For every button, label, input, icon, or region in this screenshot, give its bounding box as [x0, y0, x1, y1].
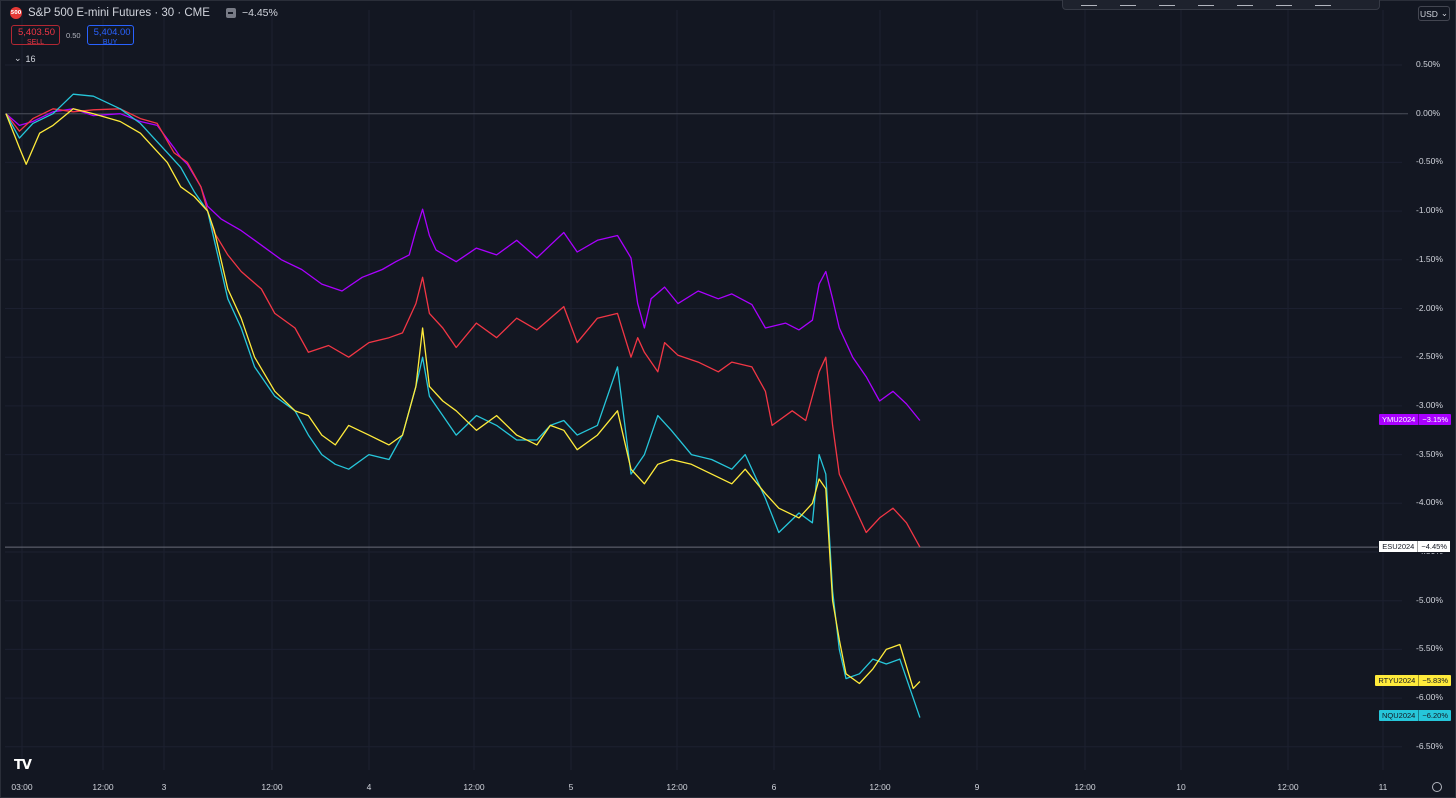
y-tick-label: -2.50%	[1416, 351, 1443, 362]
series-line-NQU2024[interactable]	[5, 93, 921, 718]
currency-label: USD	[1419, 8, 1438, 19]
y-tick-label: 0.00%	[1416, 107, 1441, 118]
series-tag-name: RTYU2024	[1378, 676, 1416, 685]
y-tick-label: -4.00%	[1416, 497, 1443, 508]
series-tag-ESU2024[interactable]: ESU2024 −4.45%	[1378, 540, 1451, 553]
x-tick-label: 12:00	[1277, 782, 1299, 792]
x-tick-label: 12:00	[261, 782, 283, 792]
tool-icon[interactable]	[1198, 0, 1214, 6]
tool-icon[interactable]	[1237, 0, 1253, 6]
symbol-title[interactable]: S&P 500 E-mini Futures · 30 · CME	[28, 7, 210, 19]
series-tag-value: −6.20%	[1418, 710, 1451, 721]
symbol-logo-icon: 500	[10, 7, 22, 19]
series-line-RTYU2024[interactable]	[5, 108, 921, 690]
sell-button[interactable]: 5,403.50 SELL	[11, 25, 60, 46]
y-tick-label: -1.50%	[1416, 253, 1443, 264]
series-tag-value: −4.45%	[1417, 541, 1450, 552]
tool-icon[interactable]	[1120, 0, 1136, 6]
y-tick-label: -5.00%	[1416, 594, 1443, 605]
y-tick-label: 0.50%	[1416, 59, 1441, 69]
x-tick-label: 12:00	[666, 782, 688, 792]
tool-icon[interactable]	[1081, 0, 1097, 6]
sell-label: SELL	[26, 39, 45, 46]
x-tick-label: 3	[161, 782, 167, 792]
series-tag-NQU2024[interactable]: NQU2024 −6.20%	[1378, 710, 1451, 721]
series-tag-value: −5.83%	[1418, 675, 1451, 686]
indicators-count: 16	[25, 53, 36, 64]
y-tick-label: -5.50%	[1416, 643, 1443, 654]
tradingview-logo[interactable]: TV	[14, 758, 32, 773]
series-tag-YMU2024[interactable]: YMU2024 −3.15%	[1378, 414, 1451, 425]
series-line-YMU2024[interactable]	[5, 108, 921, 421]
x-tick-label: 12:00	[1074, 782, 1096, 792]
chevron-down-icon: ⌄	[1440, 8, 1449, 18]
gear-icon[interactable]	[1432, 782, 1442, 792]
x-tick-label: 5	[568, 782, 574, 792]
series-tag-name: ESU2024	[1382, 542, 1415, 551]
x-tick-label: 6	[771, 782, 777, 792]
x-tick-label: 11	[1378, 782, 1388, 792]
trade-panel: 5,403.50 SELL 0.50 5,404.00 BUY	[11, 25, 134, 46]
chevron-down-icon: ⌄	[14, 53, 22, 63]
symbol-change: −4.45%	[241, 7, 278, 19]
series-tag-name: NQU2024	[1381, 711, 1416, 720]
series-tag-name: YMU2024	[1381, 415, 1416, 424]
x-tick-label: 12:00	[869, 782, 891, 792]
symbol-legend[interactable]: 500 S&P 500 E-mini Futures · 30 · CME −4…	[10, 7, 278, 19]
y-tick-label: -6.00%	[1416, 692, 1443, 703]
series-tag-value: −3.15%	[1418, 414, 1451, 425]
x-tick-label: 03:00	[11, 782, 33, 792]
y-tick-label: -0.50%	[1416, 156, 1443, 167]
tool-icon[interactable]	[1276, 0, 1292, 6]
tool-icon[interactable]	[1159, 0, 1175, 6]
buy-label: BUY	[102, 39, 118, 46]
drawing-toolbar[interactable]	[1062, 0, 1380, 10]
series-line-ESU2024[interactable]	[5, 108, 921, 548]
x-tick-label: 9	[974, 782, 980, 792]
tool-icon[interactable]	[1315, 0, 1331, 6]
buy-button[interactable]: 5,404.00 BUY	[86, 25, 134, 46]
x-tick-label: 12:00	[463, 782, 485, 792]
indicators-toggle[interactable]: ⌄ 16	[14, 53, 36, 64]
percent-mode-icon	[225, 8, 236, 18]
x-tick-label: 12:00	[92, 782, 114, 792]
y-tick-label: -1.00%	[1416, 205, 1443, 216]
x-tick-label: 10	[1176, 782, 1186, 792]
series-tag-RTYU2024[interactable]: RTYU2024 −5.83%	[1375, 675, 1451, 686]
sell-price: 5,403.50	[18, 27, 55, 38]
price-axis[interactable]: 0.50% 0.00% -0.50% -1.00% -1.50% -2.00% -2.50%…	[1408, 0, 1456, 798]
y-tick-label: -3.50%	[1416, 448, 1443, 459]
y-tick-label: -3.00%	[1416, 399, 1443, 410]
buy-price: 5,404.00	[93, 27, 131, 38]
y-tick-label: -2.00%	[1416, 302, 1443, 313]
x-tick-label: 4	[366, 782, 372, 792]
spread-value: 0.50	[66, 30, 81, 40]
currency-select[interactable]: USD ⌄	[1418, 6, 1450, 21]
y-tick-label: -6.50%	[1416, 740, 1443, 751]
